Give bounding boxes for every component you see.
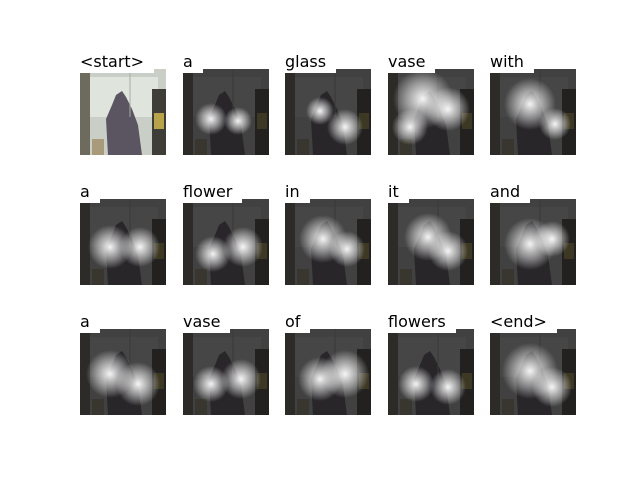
caption-token-label: it xyxy=(388,183,409,203)
attention-map-image xyxy=(490,199,576,285)
caption-token-label: <end> xyxy=(490,313,557,333)
source-image xyxy=(80,69,166,155)
attention-panel: flower xyxy=(183,183,269,285)
caption-token-label: a xyxy=(183,53,203,73)
attention-panel: a xyxy=(80,313,166,415)
caption-token-label: a xyxy=(80,183,100,203)
caption-token-label: and xyxy=(490,183,531,203)
attention-map-image xyxy=(388,69,474,155)
caption-token-label: flowers xyxy=(388,313,456,333)
caption-token-label: in xyxy=(285,183,310,203)
caption-token-label: vase xyxy=(183,313,231,333)
attention-map-image xyxy=(285,69,371,155)
caption-token-label: flower xyxy=(183,183,243,203)
attention-map-image xyxy=(285,199,371,285)
attention-panel: a xyxy=(183,53,269,155)
attention-map-image xyxy=(80,329,166,415)
attention-map-image xyxy=(183,329,269,415)
attention-panel: a xyxy=(80,183,166,285)
attention-map-image xyxy=(285,329,371,415)
attention-panel: glass xyxy=(285,53,371,155)
caption-token-label: glass xyxy=(285,53,337,73)
attention-panel: flowers xyxy=(388,313,474,415)
attention-panel: <start> xyxy=(80,53,166,155)
attention-panel: and xyxy=(490,183,576,285)
caption-token-label: with xyxy=(490,53,534,73)
attention-panel: it xyxy=(388,183,474,285)
caption-token-label: a xyxy=(80,313,100,333)
caption-token-label: of xyxy=(285,313,311,333)
caption-token-label: <start> xyxy=(80,53,155,73)
attention-panel: of xyxy=(285,313,371,415)
attention-map-image xyxy=(388,199,474,285)
attention-panel: in xyxy=(285,183,371,285)
caption-token-label: vase xyxy=(388,53,436,73)
attention-panel: with xyxy=(490,53,576,155)
attention-map-image xyxy=(490,69,576,155)
attention-map-image xyxy=(388,329,474,415)
attention-map-image xyxy=(183,69,269,155)
attention-map-image xyxy=(183,199,269,285)
attention-map-image xyxy=(490,329,576,415)
attention-panel: vase xyxy=(388,53,474,155)
attention-panel: <end> xyxy=(490,313,576,415)
attention-panel: vase xyxy=(183,313,269,415)
attention-map-image xyxy=(80,199,166,285)
